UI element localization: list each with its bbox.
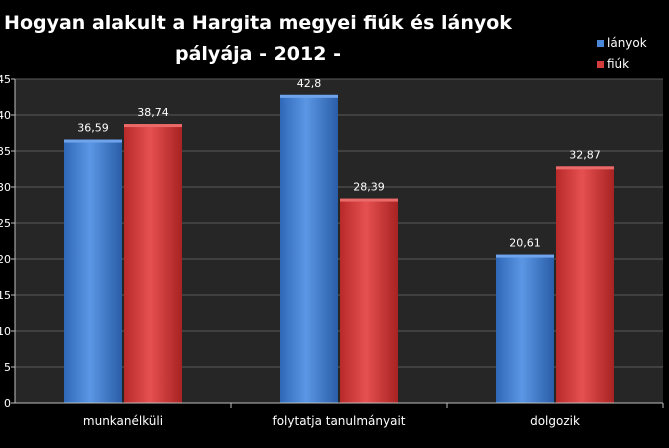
legend-label: fiúk — [607, 57, 629, 71]
bar-fiuk — [340, 198, 398, 403]
y-tick-label: 25 — [0, 217, 11, 230]
bar-top-highlight — [340, 198, 398, 202]
bar-lanyok — [280, 94, 338, 403]
bar-top-highlight — [280, 94, 338, 98]
y-tick-label: 15 — [0, 289, 11, 302]
y-tick-label: 30 — [0, 181, 11, 194]
bar-top-highlight — [496, 254, 554, 258]
bars — [64, 94, 614, 404]
legend-swatch — [597, 61, 604, 68]
y-tick-label: 10 — [0, 325, 11, 338]
legend: lányok fiúk — [597, 36, 647, 71]
y-tick-label: 20 — [0, 253, 11, 266]
data-label: 36,59 — [77, 122, 109, 135]
x-category-label: dolgozik — [530, 414, 580, 428]
x-category-label: folytatja tanulmányait — [272, 414, 405, 428]
y-tick-label: 40 — [0, 109, 11, 122]
data-label: 20,61 — [509, 237, 541, 250]
y-tick-label: 5 — [4, 361, 11, 374]
gridlines — [15, 78, 663, 368]
value-labels: 36,59 38,74 42,8 28,39 20,61 32,87 — [77, 77, 601, 250]
axes: 0 5 10 15 20 25 30 35 40 45 munkanélküli folytatja … — [0, 73, 664, 428]
y-tick-label: 35 — [0, 145, 11, 158]
bar-lanyok — [64, 139, 122, 403]
y-tick-label: 0 — [4, 397, 11, 410]
bar-top-highlight — [124, 124, 182, 128]
chart-title-line2: pályája - 2012 - — [175, 43, 341, 65]
bar-fiuk — [556, 166, 614, 403]
x-category-label: munkanélküli — [83, 414, 163, 428]
chart-title-line1: Hogyan alakult a Hargita megyei fiúk és … — [4, 12, 512, 34]
legend-label: lányok — [607, 36, 647, 50]
plot-area — [15, 79, 663, 403]
bar-top-highlight — [64, 139, 122, 143]
y-tick-label: 45 — [0, 73, 11, 86]
data-label: 38,74 — [137, 106, 169, 119]
bar-top-highlight — [556, 166, 614, 170]
data-label: 32,87 — [569, 148, 601, 161]
data-label: 28,39 — [353, 181, 385, 194]
legend-swatch — [597, 40, 604, 47]
bar-fiuk — [124, 124, 182, 404]
bar-lanyok — [496, 254, 554, 403]
data-label: 42,8 — [297, 77, 322, 90]
